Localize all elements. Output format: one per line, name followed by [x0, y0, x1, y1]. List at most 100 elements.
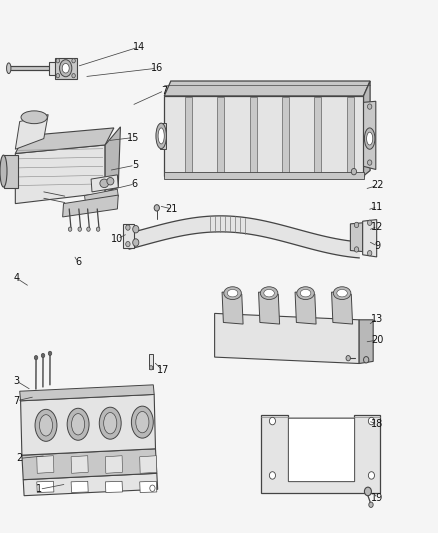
Polygon shape: [160, 123, 166, 149]
Ellipse shape: [56, 74, 60, 78]
Text: 20: 20: [371, 335, 384, 345]
Text: 7: 7: [161, 86, 167, 95]
Polygon shape: [217, 97, 224, 175]
Ellipse shape: [0, 155, 7, 187]
Polygon shape: [15, 145, 105, 204]
Text: 16: 16: [151, 63, 163, 73]
Ellipse shape: [368, 417, 374, 425]
Ellipse shape: [104, 413, 117, 434]
Polygon shape: [363, 220, 377, 257]
Polygon shape: [15, 128, 114, 154]
Ellipse shape: [224, 287, 241, 300]
Polygon shape: [258, 292, 279, 324]
Polygon shape: [261, 415, 380, 493]
Text: 12: 12: [371, 222, 384, 231]
Polygon shape: [123, 224, 134, 248]
Ellipse shape: [264, 289, 274, 297]
Ellipse shape: [297, 287, 314, 300]
Polygon shape: [106, 481, 123, 492]
Ellipse shape: [60, 60, 72, 77]
Polygon shape: [140, 456, 157, 473]
Polygon shape: [347, 97, 354, 175]
Ellipse shape: [154, 205, 159, 211]
Text: 4: 4: [14, 273, 20, 283]
Text: 19: 19: [371, 494, 384, 503]
Ellipse shape: [133, 239, 139, 246]
Ellipse shape: [351, 168, 357, 175]
Text: 6: 6: [75, 257, 81, 267]
Text: 10: 10: [111, 234, 124, 244]
Polygon shape: [250, 97, 257, 175]
Polygon shape: [288, 418, 354, 481]
Text: 2: 2: [17, 454, 23, 463]
Polygon shape: [164, 172, 364, 179]
Polygon shape: [364, 81, 370, 176]
Ellipse shape: [56, 59, 60, 63]
Polygon shape: [222, 292, 243, 324]
Ellipse shape: [346, 356, 350, 361]
Polygon shape: [332, 292, 353, 324]
Ellipse shape: [72, 59, 75, 63]
Polygon shape: [149, 354, 153, 369]
Polygon shape: [364, 101, 376, 169]
Ellipse shape: [41, 353, 45, 358]
Polygon shape: [37, 456, 54, 473]
Polygon shape: [49, 62, 56, 75]
Ellipse shape: [367, 132, 373, 145]
Ellipse shape: [126, 225, 130, 230]
Polygon shape: [4, 155, 18, 188]
Polygon shape: [106, 456, 123, 473]
Polygon shape: [21, 394, 155, 455]
Ellipse shape: [126, 241, 130, 247]
Polygon shape: [23, 473, 158, 496]
Ellipse shape: [131, 406, 153, 438]
Text: 15: 15: [127, 133, 140, 142]
Polygon shape: [129, 216, 359, 258]
Polygon shape: [314, 97, 321, 175]
Polygon shape: [140, 481, 157, 492]
Ellipse shape: [72, 74, 75, 78]
Ellipse shape: [364, 128, 375, 149]
Text: 11: 11: [371, 202, 384, 212]
Ellipse shape: [100, 179, 109, 188]
Text: 14: 14: [133, 42, 145, 52]
Ellipse shape: [39, 415, 53, 436]
Text: 5: 5: [132, 160, 138, 170]
Text: 9: 9: [374, 241, 381, 251]
Ellipse shape: [227, 289, 238, 297]
Ellipse shape: [62, 63, 69, 73]
Polygon shape: [164, 81, 370, 96]
Ellipse shape: [35, 409, 57, 441]
Ellipse shape: [333, 287, 351, 300]
Polygon shape: [295, 292, 316, 324]
Ellipse shape: [354, 222, 359, 228]
Text: 17: 17: [157, 366, 169, 375]
Ellipse shape: [68, 227, 72, 231]
Polygon shape: [350, 223, 363, 252]
Ellipse shape: [369, 502, 373, 507]
Polygon shape: [37, 481, 54, 492]
Polygon shape: [9, 66, 50, 70]
Ellipse shape: [158, 128, 164, 144]
Ellipse shape: [300, 289, 311, 297]
Polygon shape: [185, 97, 192, 175]
Text: 22: 22: [371, 181, 384, 190]
Ellipse shape: [96, 227, 100, 231]
Polygon shape: [55, 58, 77, 79]
Ellipse shape: [337, 289, 347, 297]
Polygon shape: [22, 449, 157, 480]
Polygon shape: [85, 189, 118, 203]
Polygon shape: [91, 175, 118, 192]
Polygon shape: [63, 195, 118, 217]
Polygon shape: [20, 385, 154, 401]
Ellipse shape: [133, 225, 139, 233]
Polygon shape: [71, 481, 88, 492]
Ellipse shape: [78, 227, 81, 231]
Polygon shape: [71, 456, 88, 473]
Ellipse shape: [367, 220, 372, 225]
Ellipse shape: [34, 356, 38, 360]
Text: 3: 3: [14, 376, 20, 386]
Ellipse shape: [367, 160, 372, 165]
Ellipse shape: [71, 414, 85, 435]
Text: 6: 6: [132, 179, 138, 189]
